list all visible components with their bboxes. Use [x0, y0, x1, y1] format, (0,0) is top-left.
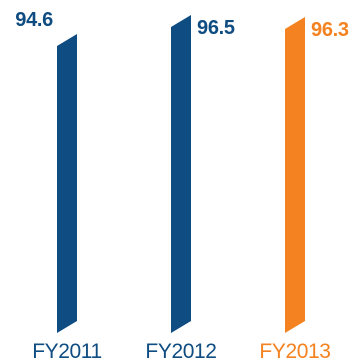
bar-fy2013: [285, 17, 305, 333]
value-label-fy2013: 96.3: [311, 19, 349, 41]
value-label-fy2011: 94.6: [15, 9, 53, 31]
bar-fy2011: [57, 34, 77, 333]
x-tick-label-fy2011: FY2011: [32, 340, 102, 363]
x-tick-label-fy2013: FY2013: [259, 340, 330, 363]
value-label-fy2012: 96.5: [197, 17, 235, 39]
x-tick-label-fy2012: FY2012: [145, 340, 216, 363]
bar-fy2012: [171, 15, 191, 333]
